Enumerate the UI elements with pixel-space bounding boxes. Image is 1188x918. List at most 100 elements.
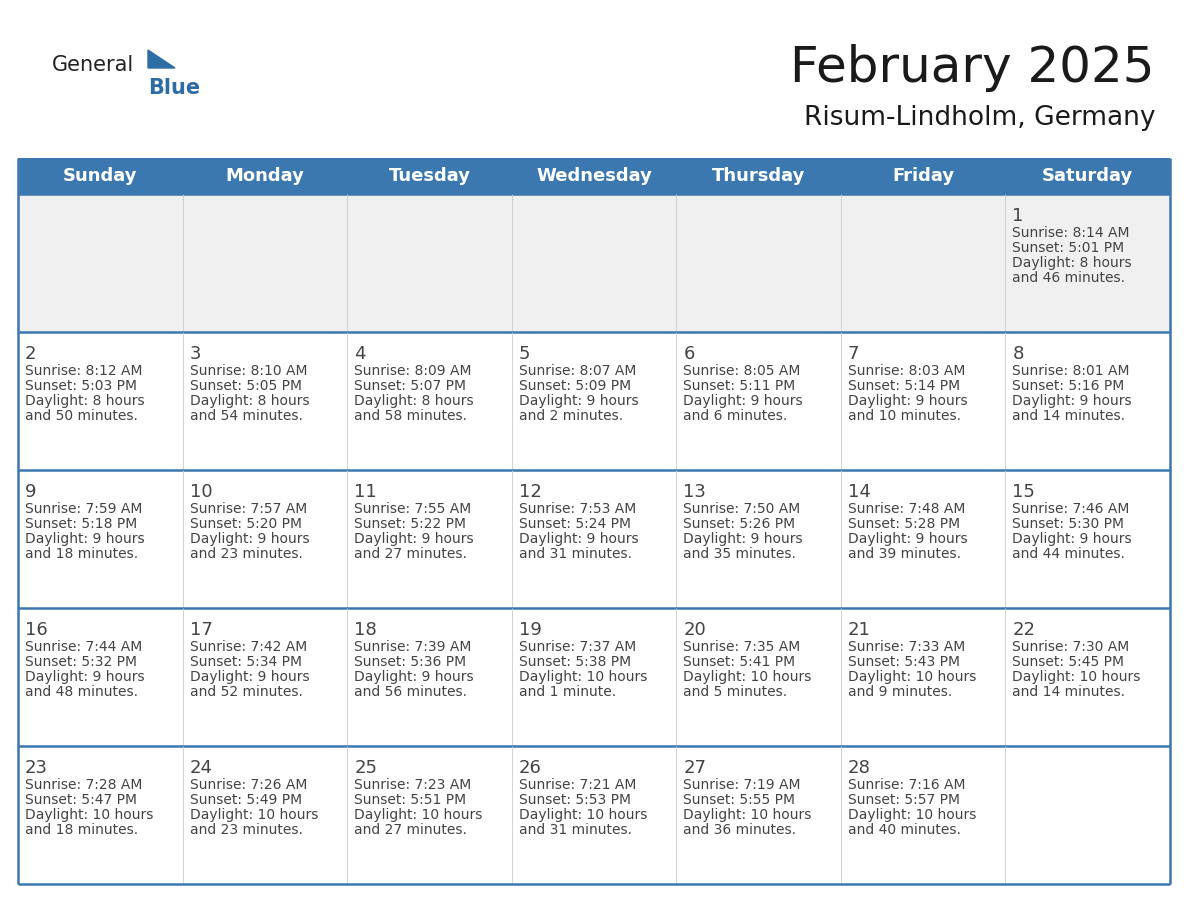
Text: Tuesday: Tuesday xyxy=(388,167,470,185)
Text: 28: 28 xyxy=(848,759,871,777)
Text: Sunrise: 8:01 AM: Sunrise: 8:01 AM xyxy=(1012,364,1130,378)
Text: Sunset: 5:22 PM: Sunset: 5:22 PM xyxy=(354,517,466,531)
Text: 12: 12 xyxy=(519,483,542,501)
Text: Daylight: 9 hours: Daylight: 9 hours xyxy=(190,532,309,546)
Text: and 46 minutes.: and 46 minutes. xyxy=(1012,271,1125,285)
Text: and 35 minutes.: and 35 minutes. xyxy=(683,547,796,561)
Text: Sunset: 5:49 PM: Sunset: 5:49 PM xyxy=(190,793,302,807)
Text: and 56 minutes.: and 56 minutes. xyxy=(354,685,467,699)
Text: and 31 minutes.: and 31 minutes. xyxy=(519,823,632,837)
Text: Sunrise: 7:26 AM: Sunrise: 7:26 AM xyxy=(190,778,307,792)
Text: and 18 minutes.: and 18 minutes. xyxy=(25,547,138,561)
Text: Thursday: Thursday xyxy=(712,167,805,185)
Text: Sunrise: 7:35 AM: Sunrise: 7:35 AM xyxy=(683,640,801,654)
Text: Sunrise: 8:05 AM: Sunrise: 8:05 AM xyxy=(683,364,801,378)
Text: Monday: Monday xyxy=(226,167,304,185)
Text: Sunset: 5:05 PM: Sunset: 5:05 PM xyxy=(190,379,302,393)
Text: Sunset: 5:36 PM: Sunset: 5:36 PM xyxy=(354,655,466,669)
Text: Daylight: 9 hours: Daylight: 9 hours xyxy=(519,394,638,408)
Text: 3: 3 xyxy=(190,345,201,363)
Text: 23: 23 xyxy=(25,759,48,777)
Text: Sunset: 5:57 PM: Sunset: 5:57 PM xyxy=(848,793,960,807)
Text: Daylight: 10 hours: Daylight: 10 hours xyxy=(354,808,482,822)
Text: Daylight: 9 hours: Daylight: 9 hours xyxy=(1012,394,1132,408)
Text: Sunset: 5:51 PM: Sunset: 5:51 PM xyxy=(354,793,466,807)
Text: 13: 13 xyxy=(683,483,706,501)
Text: Friday: Friday xyxy=(892,167,954,185)
Text: Sunrise: 7:21 AM: Sunrise: 7:21 AM xyxy=(519,778,636,792)
Text: Daylight: 9 hours: Daylight: 9 hours xyxy=(683,532,803,546)
Text: Sunset: 5:41 PM: Sunset: 5:41 PM xyxy=(683,655,796,669)
Text: Sunset: 5:16 PM: Sunset: 5:16 PM xyxy=(1012,379,1125,393)
Text: Sunrise: 8:14 AM: Sunrise: 8:14 AM xyxy=(1012,226,1130,240)
Text: Blue: Blue xyxy=(148,78,200,98)
Text: and 27 minutes.: and 27 minutes. xyxy=(354,823,467,837)
Text: Sunset: 5:34 PM: Sunset: 5:34 PM xyxy=(190,655,302,669)
Text: and 36 minutes.: and 36 minutes. xyxy=(683,823,796,837)
Text: and 23 minutes.: and 23 minutes. xyxy=(190,823,303,837)
Text: and 23 minutes.: and 23 minutes. xyxy=(190,547,303,561)
Text: Daylight: 9 hours: Daylight: 9 hours xyxy=(354,532,474,546)
Text: Daylight: 10 hours: Daylight: 10 hours xyxy=(683,670,811,684)
Polygon shape xyxy=(148,50,175,68)
Text: Sunrise: 8:10 AM: Sunrise: 8:10 AM xyxy=(190,364,307,378)
Text: and 6 minutes.: and 6 minutes. xyxy=(683,409,788,423)
Bar xyxy=(18,470,1170,608)
Text: Daylight: 10 hours: Daylight: 10 hours xyxy=(519,808,647,822)
Bar xyxy=(18,746,1170,884)
Text: Sunrise: 8:07 AM: Sunrise: 8:07 AM xyxy=(519,364,636,378)
Text: and 50 minutes.: and 50 minutes. xyxy=(25,409,138,423)
Text: Daylight: 10 hours: Daylight: 10 hours xyxy=(848,670,977,684)
Text: Daylight: 8 hours: Daylight: 8 hours xyxy=(354,394,474,408)
Text: Sunrise: 7:53 AM: Sunrise: 7:53 AM xyxy=(519,502,636,516)
Text: Sunset: 5:26 PM: Sunset: 5:26 PM xyxy=(683,517,796,531)
Text: Sunrise: 7:19 AM: Sunrise: 7:19 AM xyxy=(683,778,801,792)
Text: 9: 9 xyxy=(25,483,37,501)
Text: 24: 24 xyxy=(190,759,213,777)
Text: and 58 minutes.: and 58 minutes. xyxy=(354,409,467,423)
Text: Sunrise: 8:12 AM: Sunrise: 8:12 AM xyxy=(25,364,143,378)
Text: and 2 minutes.: and 2 minutes. xyxy=(519,409,623,423)
Text: 8: 8 xyxy=(1012,345,1024,363)
Text: Sunset: 5:30 PM: Sunset: 5:30 PM xyxy=(1012,517,1124,531)
Text: Sunset: 5:11 PM: Sunset: 5:11 PM xyxy=(683,379,796,393)
Text: Daylight: 8 hours: Daylight: 8 hours xyxy=(190,394,309,408)
Text: and 52 minutes.: and 52 minutes. xyxy=(190,685,303,699)
Text: Sunrise: 7:48 AM: Sunrise: 7:48 AM xyxy=(848,502,965,516)
Text: 20: 20 xyxy=(683,621,706,639)
Text: 6: 6 xyxy=(683,345,695,363)
Text: and 40 minutes.: and 40 minutes. xyxy=(848,823,961,837)
Text: Daylight: 9 hours: Daylight: 9 hours xyxy=(25,532,145,546)
Text: Daylight: 9 hours: Daylight: 9 hours xyxy=(848,394,967,408)
Text: 15: 15 xyxy=(1012,483,1035,501)
Text: and 48 minutes.: and 48 minutes. xyxy=(25,685,138,699)
Text: Sunrise: 7:37 AM: Sunrise: 7:37 AM xyxy=(519,640,636,654)
Text: Wednesday: Wednesday xyxy=(536,167,652,185)
Text: 7: 7 xyxy=(848,345,859,363)
Text: Sunday: Sunday xyxy=(63,167,138,185)
Text: Sunset: 5:01 PM: Sunset: 5:01 PM xyxy=(1012,241,1125,255)
Text: Sunset: 5:47 PM: Sunset: 5:47 PM xyxy=(25,793,137,807)
Text: and 54 minutes.: and 54 minutes. xyxy=(190,409,303,423)
Text: and 14 minutes.: and 14 minutes. xyxy=(1012,409,1125,423)
Text: and 27 minutes.: and 27 minutes. xyxy=(354,547,467,561)
Text: and 5 minutes.: and 5 minutes. xyxy=(683,685,788,699)
Text: Daylight: 10 hours: Daylight: 10 hours xyxy=(519,670,647,684)
Text: February 2025: February 2025 xyxy=(790,44,1155,92)
Text: Sunrise: 7:39 AM: Sunrise: 7:39 AM xyxy=(354,640,472,654)
Text: Daylight: 9 hours: Daylight: 9 hours xyxy=(848,532,967,546)
Text: Sunset: 5:03 PM: Sunset: 5:03 PM xyxy=(25,379,137,393)
Text: and 31 minutes.: and 31 minutes. xyxy=(519,547,632,561)
Text: Sunrise: 8:03 AM: Sunrise: 8:03 AM xyxy=(848,364,965,378)
Text: and 14 minutes.: and 14 minutes. xyxy=(1012,685,1125,699)
Text: 21: 21 xyxy=(848,621,871,639)
Text: Daylight: 10 hours: Daylight: 10 hours xyxy=(848,808,977,822)
Bar xyxy=(18,158,1170,194)
Text: Sunrise: 7:44 AM: Sunrise: 7:44 AM xyxy=(25,640,143,654)
Text: Sunset: 5:53 PM: Sunset: 5:53 PM xyxy=(519,793,631,807)
Text: 11: 11 xyxy=(354,483,377,501)
Text: Sunrise: 7:50 AM: Sunrise: 7:50 AM xyxy=(683,502,801,516)
Text: Daylight: 9 hours: Daylight: 9 hours xyxy=(1012,532,1132,546)
Text: Sunrise: 7:23 AM: Sunrise: 7:23 AM xyxy=(354,778,472,792)
Text: Risum-Lindholm, Germany: Risum-Lindholm, Germany xyxy=(803,105,1155,131)
